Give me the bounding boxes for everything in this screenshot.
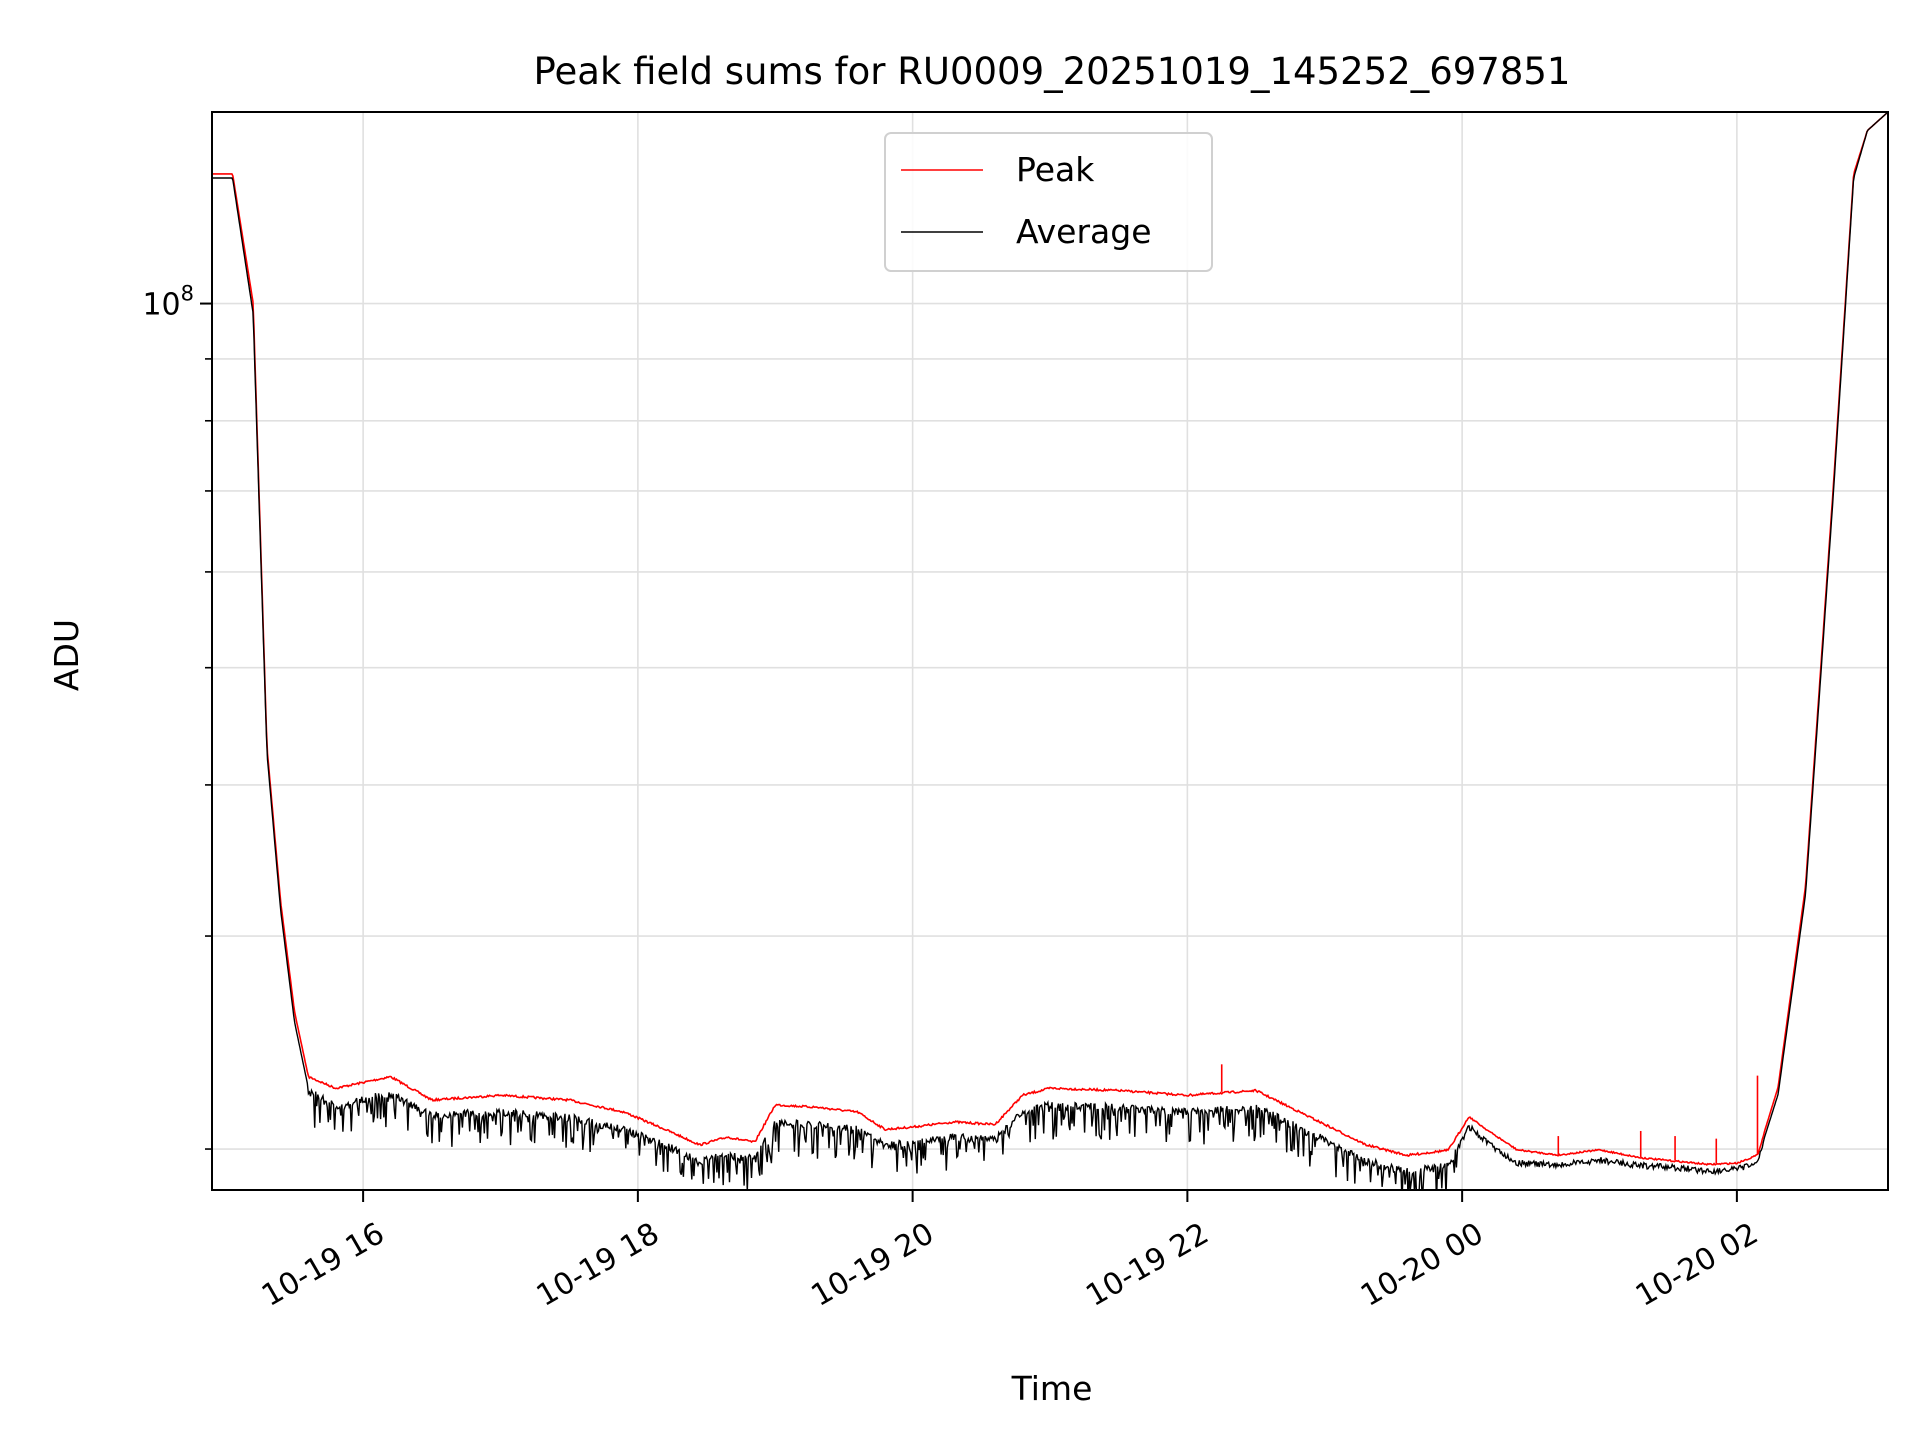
series-average	[212, 112, 1888, 1190]
grid	[212, 112, 1888, 1190]
legend-box	[884, 132, 1213, 272]
series-layer	[212, 112, 1888, 1190]
y-tick-exponent: 8	[181, 282, 194, 306]
legend: Peak Average	[884, 132, 1213, 272]
chart-title: Peak field sums for RU0009_20251019_1452…	[534, 50, 1571, 93]
y-tick-label: 108	[142, 282, 194, 323]
legend-label-average: Average	[1016, 212, 1152, 251]
legend-label-peak: Peak	[1016, 150, 1095, 189]
x-axis-label: Time	[1011, 1369, 1093, 1408]
series-peak	[212, 112, 1888, 1166]
y-tick-base: 10	[142, 288, 180, 323]
series-line-average	[212, 112, 1888, 1190]
y-axis-label: ADU	[47, 619, 86, 691]
series-line-peak	[212, 112, 1888, 1166]
plot-frame	[211, 111, 1889, 1191]
